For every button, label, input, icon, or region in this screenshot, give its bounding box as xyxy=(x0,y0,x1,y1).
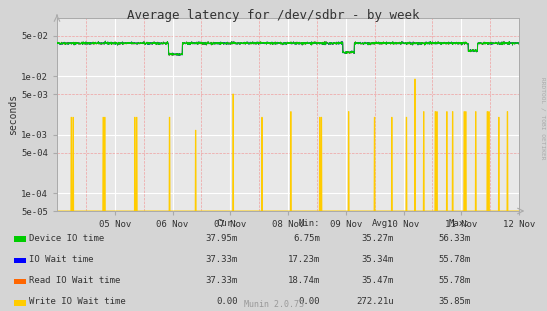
Text: 37.95m: 37.95m xyxy=(206,234,238,243)
Text: Device IO time: Device IO time xyxy=(29,234,104,243)
Text: Write IO Wait time: Write IO Wait time xyxy=(29,297,126,306)
Text: 272.21u: 272.21u xyxy=(356,297,394,306)
Text: Average latency for /dev/sdbr - by week: Average latency for /dev/sdbr - by week xyxy=(127,9,420,22)
Text: 56.33m: 56.33m xyxy=(438,234,470,243)
Text: Cur:: Cur: xyxy=(217,219,238,228)
Text: 17.23m: 17.23m xyxy=(288,255,320,264)
Y-axis label: seconds: seconds xyxy=(8,94,18,135)
Text: 35.85m: 35.85m xyxy=(438,297,470,306)
Text: RRDTOOL / TOBI OETIKER: RRDTOOL / TOBI OETIKER xyxy=(540,77,545,160)
Text: 6.75m: 6.75m xyxy=(293,234,320,243)
Text: 55.78m: 55.78m xyxy=(438,255,470,264)
Text: Avg:: Avg: xyxy=(373,219,394,228)
Text: 37.33m: 37.33m xyxy=(206,255,238,264)
Text: Min:: Min: xyxy=(299,219,320,228)
Text: Munin 2.0.73: Munin 2.0.73 xyxy=(243,299,304,309)
Text: 35.27m: 35.27m xyxy=(362,234,394,243)
Text: 35.47m: 35.47m xyxy=(362,276,394,285)
Text: 18.74m: 18.74m xyxy=(288,276,320,285)
Text: IO Wait time: IO Wait time xyxy=(29,255,94,264)
Text: 35.34m: 35.34m xyxy=(362,255,394,264)
Text: Read IO Wait time: Read IO Wait time xyxy=(29,276,120,285)
Text: Max:: Max: xyxy=(449,219,470,228)
Text: 55.78m: 55.78m xyxy=(438,276,470,285)
Text: 0.00: 0.00 xyxy=(217,297,238,306)
Text: 37.33m: 37.33m xyxy=(206,276,238,285)
Text: 0.00: 0.00 xyxy=(299,297,320,306)
